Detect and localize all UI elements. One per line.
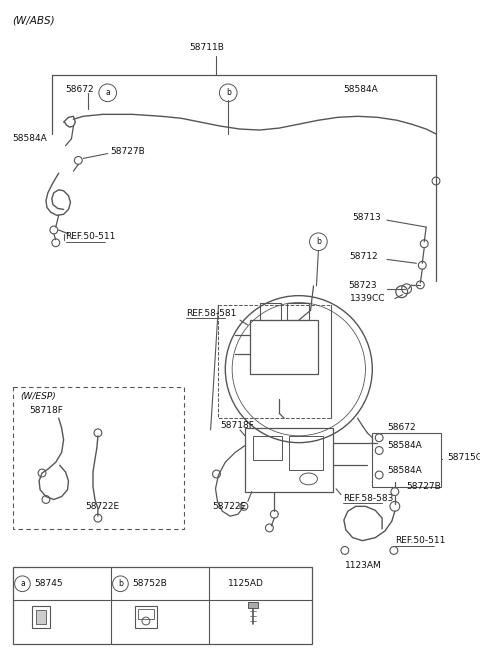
Text: 58715G: 58715G <box>448 453 480 462</box>
Text: REF.58-581: REF.58-581 <box>186 309 237 318</box>
Bar <box>36 610 46 624</box>
Text: 58711B: 58711B <box>189 43 224 52</box>
Text: b: b <box>226 88 231 98</box>
Text: 58722E: 58722E <box>213 502 247 511</box>
Text: REF.58-583: REF.58-583 <box>343 494 393 503</box>
Text: 58752B: 58752B <box>132 579 167 588</box>
Text: a: a <box>105 88 110 98</box>
Bar <box>218 305 331 418</box>
Text: 58712: 58712 <box>350 252 378 261</box>
Text: 58727B: 58727B <box>407 482 441 491</box>
Text: 58718F: 58718F <box>220 421 254 430</box>
Text: REF.50-511: REF.50-511 <box>66 233 116 241</box>
Text: 1123AM: 1123AM <box>345 561 382 570</box>
Text: (W/ESP): (W/ESP) <box>21 392 56 401</box>
Text: b: b <box>316 237 321 246</box>
Bar <box>32 607 50 628</box>
Bar <box>245 428 333 492</box>
Text: 58672: 58672 <box>66 85 94 94</box>
Text: 1125AD: 1125AD <box>228 579 264 588</box>
Bar <box>138 609 154 619</box>
Bar <box>289 436 324 470</box>
Text: 58745: 58745 <box>34 579 63 588</box>
Bar <box>250 320 318 374</box>
Text: 58584A: 58584A <box>343 85 378 94</box>
Bar <box>12 567 312 644</box>
Text: (W/ABS): (W/ABS) <box>12 15 55 26</box>
Text: REF.50-511: REF.50-511 <box>395 536 445 545</box>
Text: b: b <box>118 579 123 588</box>
Bar <box>135 607 156 628</box>
Text: 58672: 58672 <box>387 423 416 432</box>
Bar <box>248 603 258 608</box>
Text: 58584A: 58584A <box>387 441 422 450</box>
Text: 58722E: 58722E <box>85 502 120 511</box>
Text: 58584A: 58584A <box>387 466 422 475</box>
Bar <box>12 387 184 529</box>
Text: 58723: 58723 <box>348 282 376 290</box>
Bar <box>260 303 281 320</box>
Text: 58718F: 58718F <box>29 406 63 415</box>
Text: 58727B: 58727B <box>110 147 145 156</box>
Text: 58713: 58713 <box>353 213 382 222</box>
Bar <box>287 303 309 320</box>
Bar <box>372 433 441 487</box>
Text: a: a <box>20 579 25 588</box>
Text: 1339CC: 1339CC <box>350 294 385 303</box>
Bar <box>253 436 282 460</box>
Text: 58584A: 58584A <box>12 134 48 143</box>
